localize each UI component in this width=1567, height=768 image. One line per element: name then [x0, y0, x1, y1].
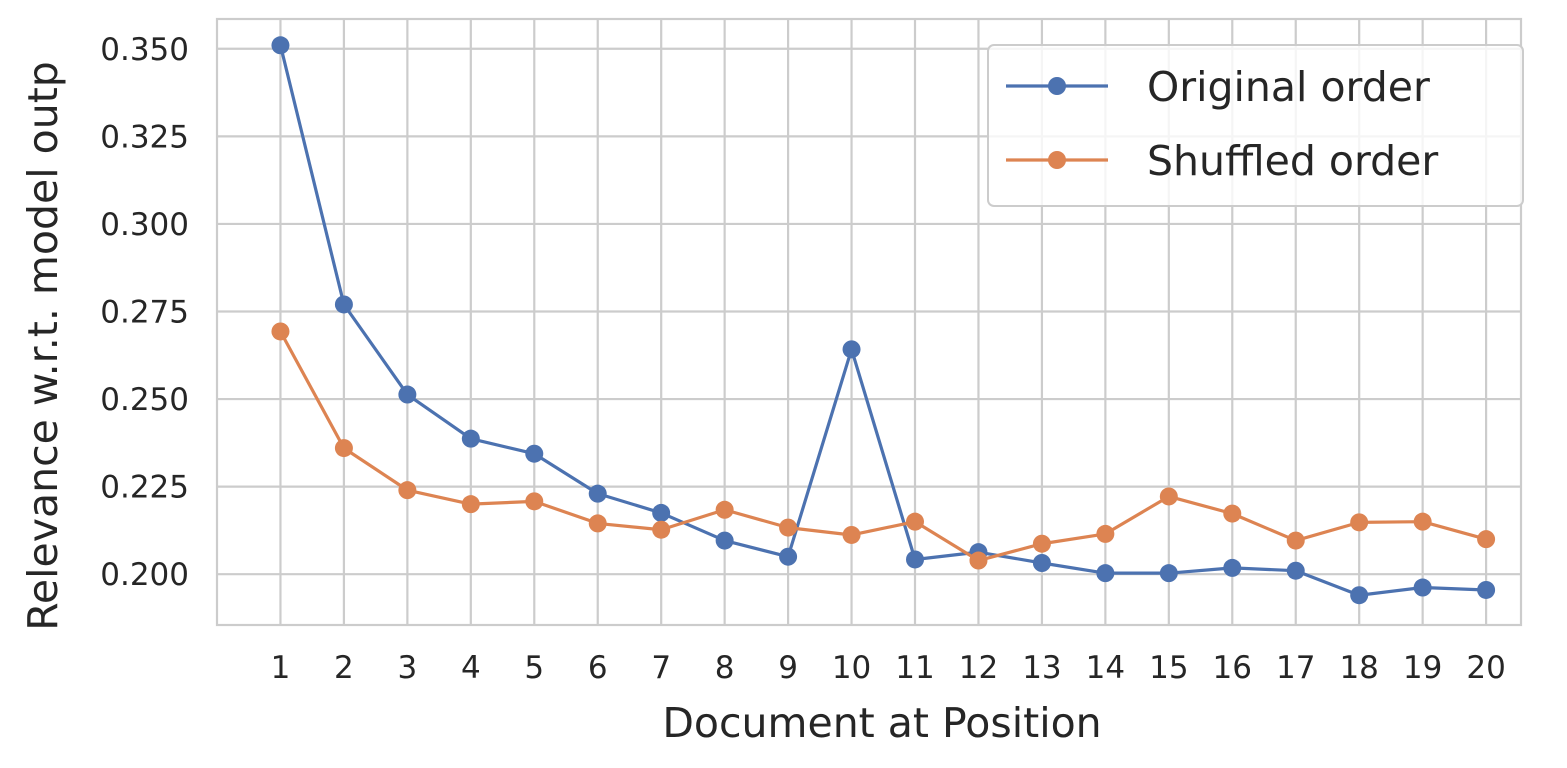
data-point-shuffled[interactable] — [842, 525, 861, 544]
data-point-shuffled[interactable] — [461, 495, 480, 514]
data-point-original[interactable] — [1159, 564, 1178, 583]
data-point-original[interactable] — [1032, 553, 1051, 572]
legend-entry-original[interactable]: Original order — [1006, 63, 1430, 111]
data-point-shuffled[interactable] — [398, 481, 417, 500]
x-tick-label: 2 — [334, 650, 354, 686]
legend-marker-original — [1048, 77, 1066, 95]
series-layer — [271, 36, 1496, 605]
data-point-original[interactable] — [461, 429, 480, 448]
data-point-shuffled[interactable] — [1096, 524, 1115, 543]
data-point-original[interactable] — [715, 531, 734, 550]
data-point-original[interactable] — [398, 385, 417, 404]
data-point-original[interactable] — [1223, 558, 1242, 577]
data-point-original[interactable] — [1413, 578, 1432, 597]
x-tick-label: 5 — [524, 650, 544, 686]
y-axis-title: Relevance w.r.t. model outp — [19, 61, 67, 631]
legend-label-original: Original order — [1147, 63, 1430, 111]
data-point-shuffled[interactable] — [1413, 512, 1432, 531]
data-point-original[interactable] — [1477, 580, 1496, 599]
data-point-original[interactable] — [334, 295, 353, 314]
y-tick-label: 0.275 — [100, 294, 189, 330]
x-tick-labels: 1 2 3 4 5 6 7 8 9 10 11 12 13 14 15 16 17 18 19 20 — [271, 650, 1506, 686]
data-point-original[interactable] — [1350, 586, 1369, 605]
data-point-original[interactable] — [271, 36, 290, 55]
x-tick-label: 6 — [588, 650, 608, 686]
data-point-shuffled[interactable] — [1350, 513, 1369, 532]
x-tick-label: 16 — [1213, 650, 1252, 686]
data-point-shuffled[interactable] — [1223, 504, 1242, 523]
x-tick-label: 19 — [1403, 650, 1442, 686]
x-tick-label: 8 — [715, 650, 735, 686]
data-point-shuffled[interactable] — [969, 551, 988, 570]
data-point-shuffled[interactable] — [1286, 531, 1305, 550]
data-point-original[interactable] — [1286, 561, 1305, 580]
data-point-shuffled[interactable] — [334, 439, 353, 458]
x-axis-title: Document at Position — [662, 699, 1101, 747]
x-tick-label: 12 — [959, 650, 998, 686]
data-point-original[interactable] — [1096, 564, 1115, 583]
legend-label-shuffled: Shuffled order — [1147, 137, 1438, 185]
data-point-shuffled[interactable] — [715, 500, 734, 519]
x-tick-label: 17 — [1276, 650, 1315, 686]
data-point-original[interactable] — [588, 484, 607, 503]
x-tick-label: 18 — [1339, 650, 1378, 686]
legend[interactable]: Original order Shuffled order — [987, 44, 1524, 207]
y-tick-label: 0.300 — [100, 207, 189, 243]
data-point-shuffled[interactable] — [588, 514, 607, 533]
x-tick-label: 1 — [271, 650, 291, 686]
legend-entry-shuffled[interactable]: Shuffled order — [1006, 137, 1438, 185]
x-tick-label: 20 — [1466, 650, 1505, 686]
data-point-shuffled[interactable] — [271, 322, 290, 341]
x-tick-label: 14 — [1086, 650, 1125, 686]
data-point-original[interactable] — [906, 550, 925, 569]
data-point-original[interactable] — [525, 444, 544, 463]
y-tick-labels: 0.200 0.225 0.250 0.275 0.300 0.325 0.350 — [100, 32, 189, 593]
y-tick-label: 0.225 — [100, 470, 189, 506]
x-tick-label: 4 — [461, 650, 481, 686]
legend-marker-shuffled — [1048, 151, 1066, 169]
x-tick-label: 7 — [651, 650, 671, 686]
x-tick-label: 15 — [1149, 650, 1188, 686]
data-point-shuffled[interactable] — [906, 512, 925, 531]
x-tick-label: 11 — [895, 650, 934, 686]
x-tick-label: 13 — [1022, 650, 1061, 686]
data-point-shuffled[interactable] — [779, 518, 798, 537]
plot-frame — [215, 17, 1523, 627]
data-point-original[interactable] — [842, 340, 861, 359]
data-point-shuffled[interactable] — [1032, 534, 1051, 553]
data-point-original[interactable] — [779, 547, 798, 566]
series-line-original — [278, 44, 1487, 597]
legend-box — [987, 44, 1524, 207]
y-tick-label: 0.325 — [100, 119, 189, 155]
data-point-shuffled[interactable] — [1477, 530, 1496, 549]
y-tick-label: 0.350 — [100, 32, 189, 68]
series-line-shuffled — [279, 330, 1487, 563]
y-tick-label: 0.250 — [100, 382, 189, 418]
data-point-shuffled[interactable] — [525, 492, 544, 511]
data-point-original[interactable] — [652, 503, 671, 522]
x-tick-label: 3 — [397, 650, 417, 686]
data-point-shuffled[interactable] — [1159, 487, 1178, 506]
data-point-shuffled[interactable] — [652, 520, 671, 539]
x-tick-label: 10 — [832, 650, 871, 686]
x-tick-label: 9 — [778, 650, 798, 686]
y-tick-label: 0.200 — [100, 557, 189, 593]
